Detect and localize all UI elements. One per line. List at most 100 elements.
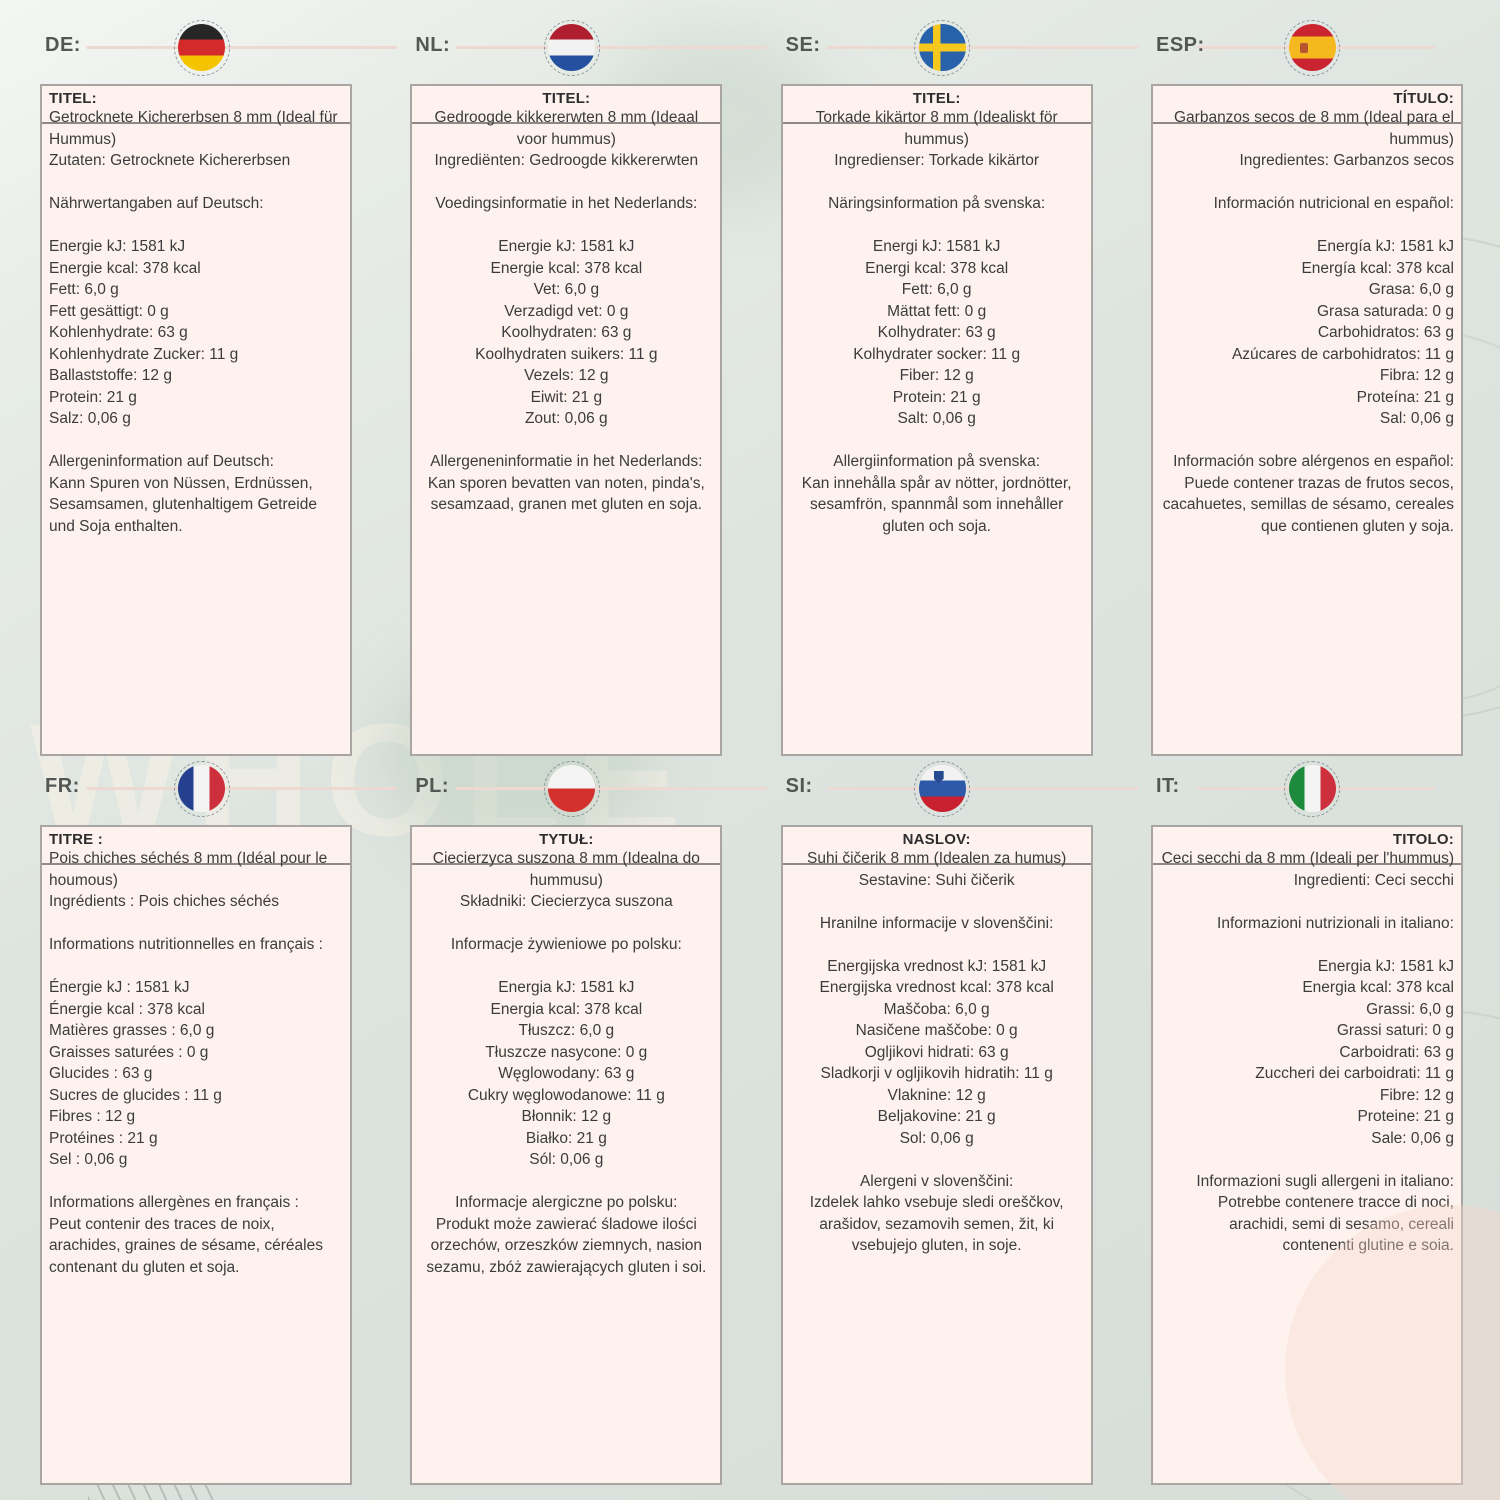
label-card: TYTUŁ: Ciecierzyca suszona 8 mm (Idealna…	[410, 825, 723, 1485]
nutrition-line: Verzadigd vet: 0 g	[504, 302, 629, 320]
language-label: FR:	[45, 775, 80, 797]
nutrition-heading: Hranilne informacije v slovenščini:	[819, 914, 1054, 932]
nutrition-line: Vet: 6,0 g	[533, 281, 600, 298]
allergen-heading: Informacje alergiczne po polsku:	[455, 1194, 678, 1211]
allergen-heading: Alergeni v slovenščini:	[859, 1172, 1014, 1190]
product-title: Torkade kikärtor 8 mm (Idealiskt för hum…	[815, 109, 1058, 148]
nutrition-line: Białko: 21 g	[525, 1129, 607, 1147]
language-section: SI: NASLOV: Suhi čičerik 8 mm (Idealen z…	[780, 760, 1138, 1495]
card-content: TYTUŁ: Ciecierzyca suszona 8 mm (Idealna…	[419, 831, 713, 1278]
nutrition-line: Energi kJ: 1581 kJ	[872, 238, 1001, 255]
header-line	[86, 46, 397, 49]
product-title: Ciecierzyca suszona 8 mm (Idealna do hum…	[432, 850, 700, 889]
nutrition-heading: Näringsinformation på svenska:	[828, 195, 1046, 212]
card-content: NASLOV: Suhi čičerik 8 mm (Idealen za hu…	[790, 831, 1084, 1257]
nutrition-line: Grasa saturada: 0 g	[1316, 302, 1454, 320]
nutrition-line: Energie kJ: 1581 kJ	[49, 238, 186, 255]
allergen-heading: Información sobre alérgenos en español:	[1173, 453, 1454, 470]
nutrition-line: Kolhydrater: 63 g	[877, 324, 996, 341]
nutrition-line: Vezels: 12 g	[524, 367, 609, 384]
nutrition-line: Cukry węglowodanowe: 11 g	[467, 1086, 665, 1104]
nutrition-heading: Informacje żywieniowe po polsku:	[450, 936, 682, 953]
nutrition-heading: Nährwertangaben auf Deutsch:	[49, 195, 264, 212]
language-label: SE:	[785, 34, 821, 56]
nutrition-line: Proteína: 21 g	[1356, 388, 1454, 406]
card-divider	[412, 863, 721, 865]
card-divider	[412, 122, 721, 124]
card-divider	[782, 122, 1091, 124]
allergen-text: Kan sporen bevatten van noten, pinda's, …	[427, 474, 705, 514]
nutrition-line: Carboidrati: 63 g	[1339, 1043, 1454, 1061]
nutrition-line: Protein: 21 g	[49, 388, 137, 406]
nutrition-line: Węglowodany: 63 g	[498, 1065, 635, 1082]
card-divider	[782, 863, 1091, 865]
product-title: Getrocknete Kichererbsen 8 mm (Ideal für…	[49, 109, 338, 148]
nutrition-line: Zuccheri dei carboidrati: 11 g	[1255, 1065, 1454, 1082]
label-card: TITOLO: Ceci secchi da 8 mm (Ideali per …	[1150, 825, 1463, 1485]
germany-flag-icon	[178, 24, 225, 71]
allergen-text: Izdelek lahko vsebuje sledi oreščkov, ar…	[809, 1194, 1064, 1254]
nutrition-list: Énergie kJ : 1581 kJ Énergie kcal : 378 k…	[49, 977, 343, 1171]
flag-ring	[173, 19, 230, 76]
nutrition-line: Ballaststoffe: 12 g	[49, 367, 172, 384]
flag-ring	[543, 19, 600, 76]
nutrition-line: Fibre: 12 g	[1379, 1086, 1454, 1104]
label-card: TÍTULO: Garbanzos secos de 8 mm (Ideal p…	[1150, 84, 1463, 756]
card-content: TITOLO: Ceci secchi da 8 mm (Ideali per …	[1160, 831, 1454, 1257]
nutrition-heading: Información nutricional en español:	[1213, 195, 1454, 212]
nutrition-line: Sal: 0,06 g	[1379, 410, 1454, 427]
allergen-heading: Allergeneninformatie in het Nederlands:	[430, 453, 703, 470]
ingredients-line: Ingrédients : Pois chiches séchés	[49, 893, 280, 910]
nutrition-line: Energijska vrednost kJ: 1581 kJ	[827, 957, 1047, 975]
decorative-dashes	[88, 1484, 218, 1500]
sweden-flag-icon	[918, 24, 966, 71]
allergen-heading: Informazioni sugli allergeni in italiano…	[1196, 1172, 1454, 1190]
nutrition-line: Fett gesättigt: 0 g	[49, 302, 169, 320]
nutrition-line: Glucides : 63 g	[49, 1065, 153, 1082]
header-line	[826, 46, 1138, 49]
allergen-heading: Informations allergènes en français :	[49, 1194, 299, 1211]
nutrition-line: Energia kJ: 1581 kJ	[1317, 957, 1454, 975]
card-content: TITEL: Gedroogde kikkererwten 8 mm (Idea…	[419, 90, 713, 516]
nutrition-line: Fett: 6,0 g	[49, 281, 119, 298]
nutrition-line: Carbohidratos: 63 g	[1317, 324, 1454, 341]
block-header: ESP:	[1151, 19, 1463, 76]
language-section: DE: TITEL: Getrocknete Kichererbsen 8 mm…	[40, 19, 397, 756]
nutrition-line: Eiwit: 21 g	[530, 388, 603, 406]
block-header: NL:	[410, 19, 768, 76]
nutrition-line: Sel : 0,06 g	[49, 1151, 128, 1168]
ingredients-line: Ingredienser: Torkade kikärtor	[834, 152, 1040, 169]
nutrition-line: Maščoba: 6,0 g	[883, 1000, 990, 1018]
ingredients-line: Zutaten: Getrocknete Kichererbsen	[49, 152, 291, 169]
product-title: Pois chiches séchés 8 mm (Idéal pour le …	[49, 850, 328, 889]
nutrition-line: Energía kJ: 1581 kJ	[1316, 238, 1454, 255]
language-section: FR: TITRE : Pois chiches séchés 8 mm (Id…	[40, 760, 397, 1495]
title-label: TITEL:	[912, 90, 961, 107]
card-divider	[1152, 122, 1461, 124]
nutrition-list: Energie kJ: 1581 kJ Energie kcal: 378 kca…	[419, 236, 713, 430]
language-section: ESP: TÍTULO: Garbanzos secos de 8 mm (Id…	[1150, 19, 1463, 756]
nutrition-line: Énergie kJ : 1581 kJ	[49, 979, 190, 996]
nutrition-line: Grasa: 6,0 g	[1368, 281, 1454, 298]
language-label: NL:	[415, 34, 451, 56]
nutrition-line: Beljakovine: 21 g	[877, 1108, 996, 1125]
nutrition-line: Energie kJ: 1581 kJ	[498, 238, 635, 255]
header-line	[456, 787, 768, 790]
title-label: TITEL:	[542, 90, 591, 107]
nutrition-line: Ogljikovi hidrati: 63 g	[864, 1043, 1009, 1061]
nutrition-line: Kolhydrater socker: 11 g	[853, 345, 1021, 363]
nutrition-line: Salz: 0,06 g	[49, 410, 131, 427]
ingredients-line: Sestavine: Suhi čičerik	[858, 871, 1015, 889]
flag-ring	[914, 19, 971, 76]
language-section: PL: TYTUŁ: Ciecierzyca suszona 8 mm (Ide…	[410, 760, 768, 1495]
card-content: TITEL: Torkade kikärtor 8 mm (Idealiskt …	[790, 90, 1084, 537]
nutrition-line: Energie kcal: 378 kcal	[490, 259, 643, 277]
nutrition-line: Fibra: 12 g	[1379, 367, 1454, 384]
header-line	[86, 787, 397, 790]
label-card: NASLOV: Suhi čičerik 8 mm (Idealen za hu…	[780, 825, 1093, 1485]
flag-ring	[1284, 19, 1341, 76]
nutrition-line: Salt: 0,06 g	[897, 410, 976, 427]
title-label: TYTUŁ:	[539, 831, 594, 848]
nutrition-line: Mättat fett: 0 g	[887, 302, 987, 320]
